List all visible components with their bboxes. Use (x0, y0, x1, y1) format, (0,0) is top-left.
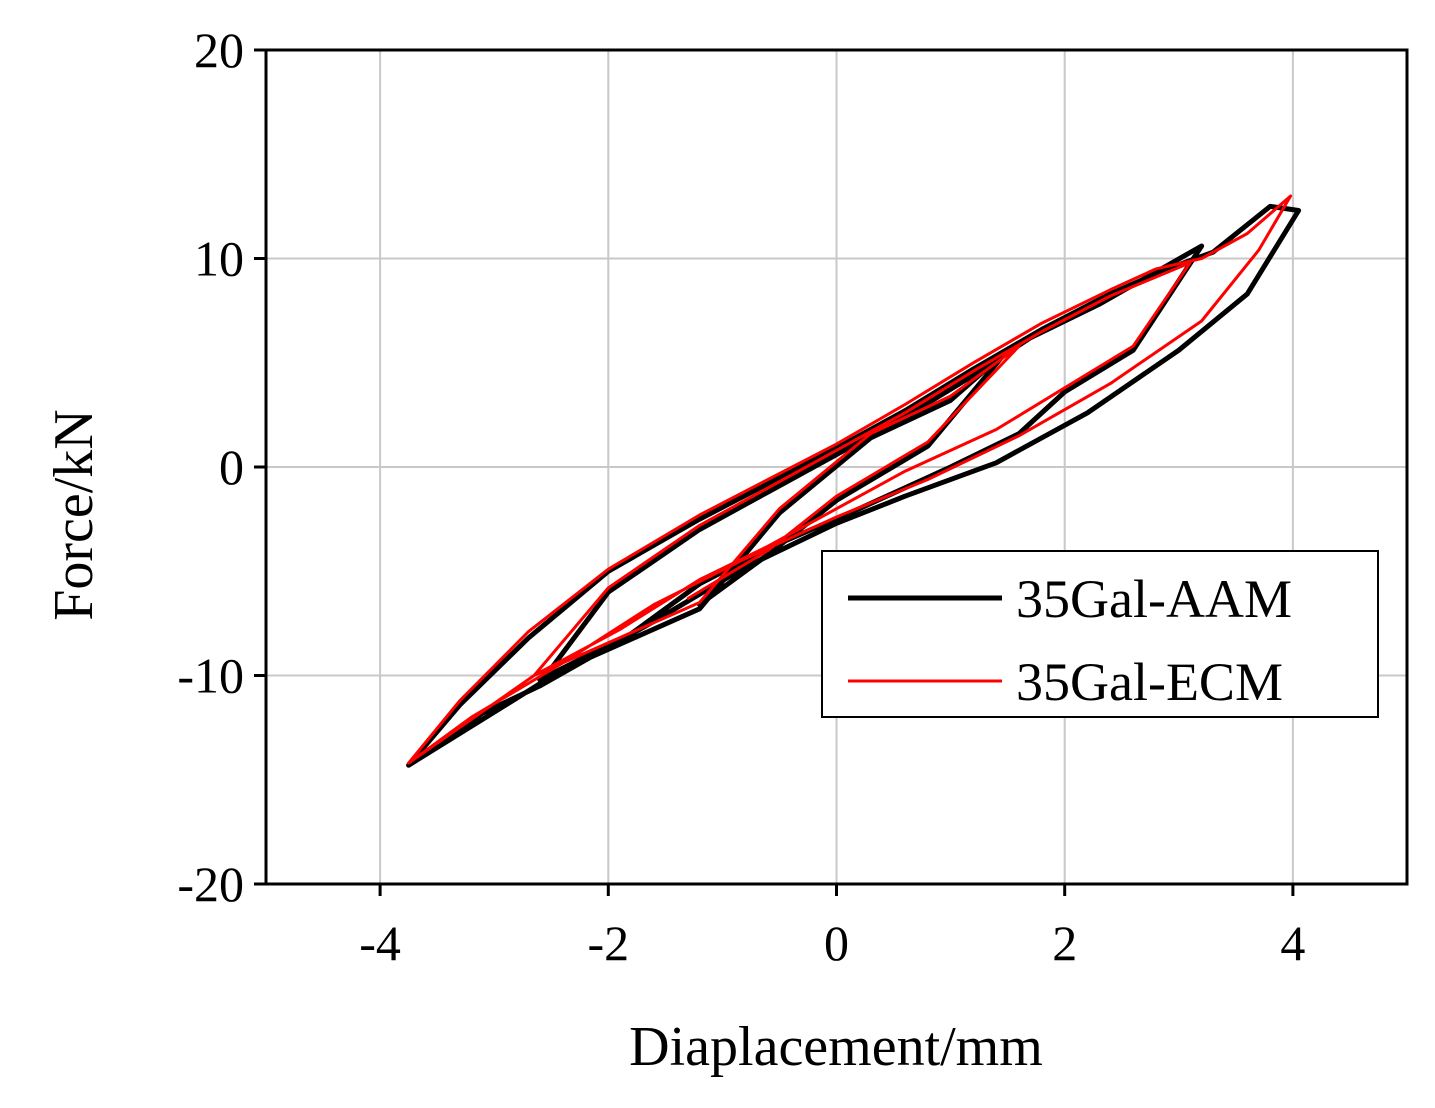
x-tick-label: 2 (1052, 915, 1077, 971)
series-line-aam (406, 203, 1302, 768)
y-axis-title: Force/kN (43, 409, 105, 621)
series-line-ecm (407, 194, 1293, 765)
x-axis-title: Diaplacement/mm (629, 1016, 1043, 1078)
x-tick-label: -2 (587, 915, 629, 971)
series-layer (406, 194, 1302, 768)
x-tick-label: 4 (1280, 915, 1305, 971)
legend-label-ecm: 35Gal-ECM (1016, 652, 1283, 712)
y-tick-label: -20 (177, 856, 244, 912)
y-tick-label: 10 (194, 231, 244, 287)
x-tick-label: -4 (359, 915, 401, 971)
y-tick-label: 0 (219, 439, 244, 495)
legend-box (821, 550, 1379, 718)
y-tick-label: 20 (194, 22, 244, 78)
ticks (254, 48, 1295, 896)
legend-label-aam: 35Gal-AAM (1016, 569, 1292, 629)
x-tick-label: 0 (824, 915, 849, 971)
legend: 35Gal-AAM 35Gal-ECM (821, 550, 1379, 718)
y-tick-label: -10 (177, 648, 244, 704)
